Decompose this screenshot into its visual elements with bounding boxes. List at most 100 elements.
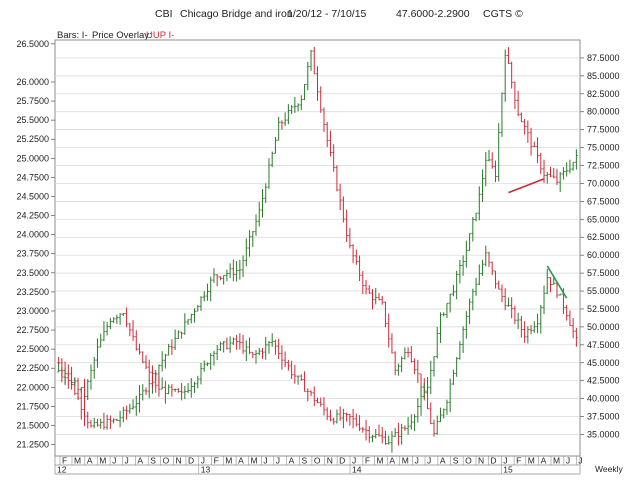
month-label: N — [478, 456, 484, 466]
left-tick-label: 21.5000 — [16, 420, 49, 430]
right-tick-label: 60.0000 — [587, 250, 620, 260]
month-label: M — [251, 456, 258, 466]
frequency-label: Weekly — [595, 464, 623, 474]
month-label: M — [74, 456, 81, 466]
cbi-trendline — [546, 265, 568, 299]
month-label: M — [99, 456, 106, 466]
right-tick-label: 87.5000 — [587, 53, 620, 63]
month-label: O — [163, 456, 170, 466]
right-tick-label: 47.5000 — [587, 340, 620, 350]
right-tick-label: 57.5000 — [587, 268, 620, 278]
left-tick-label: 24.7500 — [16, 172, 49, 182]
left-tick-label: 24.0000 — [16, 230, 49, 240]
month-label: S — [453, 456, 459, 466]
right-tick-label: 35.0000 — [587, 429, 620, 439]
month-label: M — [528, 456, 535, 466]
header-date-range: 1/20/12 - 7/10/15 — [287, 8, 367, 20]
right-tick-label: 52.5000 — [587, 304, 620, 314]
month-label: F — [62, 456, 67, 466]
month-label: O — [465, 456, 472, 466]
month-label: S — [150, 456, 156, 466]
month-label: A — [87, 456, 93, 466]
month-label: J — [276, 456, 280, 466]
year-label: 14 — [352, 465, 362, 475]
left-tick-label: 21.7500 — [16, 401, 49, 411]
right-tick-label: 75.0000 — [587, 143, 620, 153]
month-label: J — [201, 456, 205, 466]
month-label: F — [365, 456, 370, 466]
left-tick-label: 22.7500 — [16, 325, 49, 335]
month-label: A — [289, 456, 295, 466]
left-tick-label: 21.2500 — [16, 440, 49, 450]
month-label: M — [225, 456, 232, 466]
month-label: D — [490, 456, 496, 466]
month-label: F — [516, 456, 521, 466]
month-label: J — [566, 456, 570, 466]
left-tick-label: 23.2500 — [16, 287, 49, 297]
right-tick-label: 50.0000 — [587, 322, 620, 332]
right-tick-label: 65.0000 — [587, 214, 620, 224]
month-label: N — [327, 456, 333, 466]
month-label: J — [578, 456, 582, 466]
left-tick-label: 22.5000 — [16, 344, 49, 354]
right-tick-label: 77.5000 — [587, 125, 620, 135]
header-last-price: 47.6000 — [396, 8, 434, 20]
month-label: J — [125, 456, 129, 466]
bars-label: Bars: I- — [57, 30, 88, 41]
uup-trendline — [508, 178, 545, 194]
year-label: 15 — [503, 465, 513, 475]
month-label: J — [415, 456, 419, 466]
left-tick-label: 23.5000 — [16, 268, 49, 278]
year-label: 12 — [57, 465, 67, 475]
price-overlay-label: Price Overlay: — [92, 30, 152, 41]
month-label: A — [541, 456, 547, 466]
left-tick-label: 25.2500 — [16, 134, 49, 144]
header-company-name: Chicago Bridge and iron — [180, 8, 293, 20]
left-tick-label: 25.5000 — [16, 115, 49, 125]
header-source: CGTS © — [483, 8, 523, 20]
right-tick-label: 82.5000 — [587, 89, 620, 99]
left-tick-label: 26.5000 — [16, 39, 49, 49]
month-label: D — [339, 456, 345, 466]
left-tick-label: 23.7500 — [16, 249, 49, 259]
month-label: S — [301, 456, 307, 466]
month-label: D — [188, 456, 194, 466]
month-label: F — [214, 456, 219, 466]
month-label: M — [376, 456, 383, 466]
month-label: J — [503, 456, 507, 466]
month-label: J — [112, 456, 116, 466]
month-label: J — [352, 456, 356, 466]
right-tick-label: 40.0000 — [587, 394, 620, 404]
right-tick-label: 45.0000 — [587, 358, 620, 368]
left-tick-label: 25.0000 — [16, 153, 49, 163]
month-label: A — [137, 456, 143, 466]
left-tick-label: 25.7500 — [16, 96, 49, 106]
left-tick-label: 22.2500 — [16, 363, 49, 373]
left-tick-label: 24.5000 — [16, 191, 49, 201]
left-tick-label: 26.0000 — [16, 77, 49, 87]
header-change: -2.2900 — [434, 8, 470, 20]
left-tick-label: 24.2500 — [16, 211, 49, 221]
plot-area — [54, 39, 581, 457]
right-tick-label: 67.5000 — [587, 196, 620, 206]
right-tick-label: 72.5000 — [587, 161, 620, 171]
right-tick-label: 85.0000 — [587, 71, 620, 81]
month-label: A — [440, 456, 446, 466]
month-label: N — [176, 456, 182, 466]
month-label: O — [314, 456, 321, 466]
year-label: 13 — [201, 465, 211, 475]
month-label: J — [427, 456, 431, 466]
right-tick-label: 80.0000 — [587, 107, 620, 117]
month-label: M — [553, 456, 560, 466]
header-symbol: CBI — [155, 8, 173, 20]
month-label: A — [238, 456, 244, 466]
right-tick-label: 42.5000 — [587, 376, 620, 386]
month-label: A — [389, 456, 395, 466]
month-label: J — [263, 456, 267, 466]
left-tick-label: 23.0000 — [16, 306, 49, 316]
right-tick-label: 62.5000 — [587, 232, 620, 242]
right-tick-label: 37.5000 — [587, 412, 620, 422]
right-tick-label: 70.0000 — [587, 178, 620, 188]
left-tick-label: 22.0000 — [16, 382, 49, 392]
